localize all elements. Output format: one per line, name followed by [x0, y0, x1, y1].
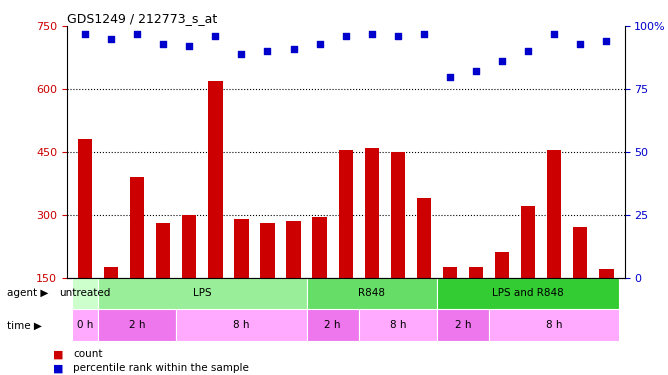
Text: 8 h: 8 h [233, 320, 250, 330]
Bar [437, 309, 489, 341]
Bar [182, 214, 196, 340]
Bar [98, 309, 176, 341]
Point [341, 33, 351, 39]
Bar [176, 309, 307, 341]
Point [419, 31, 430, 37]
Text: 8 h: 8 h [546, 320, 562, 330]
Text: agent ▶: agent ▶ [7, 288, 48, 298]
Text: LPS: LPS [193, 288, 212, 298]
Point [549, 31, 560, 37]
Bar [287, 221, 301, 340]
Bar [573, 227, 587, 340]
Point [523, 48, 534, 54]
Text: 2 h: 2 h [325, 320, 341, 330]
Point [106, 36, 116, 42]
Point [79, 31, 90, 37]
Text: percentile rank within the sample: percentile rank within the sample [73, 363, 249, 373]
Point [575, 41, 586, 47]
Bar [307, 309, 359, 341]
Text: untreated: untreated [59, 288, 111, 298]
Text: R848: R848 [358, 288, 385, 298]
Text: ■: ■ [53, 350, 64, 359]
Point [601, 38, 612, 44]
Bar [261, 223, 275, 340]
Bar [521, 206, 535, 340]
Text: 0 h: 0 h [77, 320, 94, 330]
Point [158, 41, 168, 47]
Point [497, 58, 508, 64]
Text: LPS and R848: LPS and R848 [492, 288, 564, 298]
Text: ■: ■ [53, 363, 64, 373]
Bar [72, 278, 98, 309]
Bar [156, 223, 170, 340]
Bar [599, 269, 613, 340]
Bar [307, 278, 437, 309]
Bar [130, 177, 144, 340]
Bar [78, 140, 92, 340]
Bar [437, 278, 619, 309]
Point [132, 31, 142, 37]
Bar [469, 267, 483, 340]
Point [393, 33, 403, 39]
Point [471, 69, 482, 75]
Bar [104, 267, 118, 340]
Text: 8 h: 8 h [389, 320, 406, 330]
Text: time ▶: time ▶ [7, 320, 41, 330]
Point [288, 46, 299, 52]
Bar [443, 267, 457, 340]
Point [184, 44, 194, 50]
Bar [391, 152, 405, 340]
Text: GDS1249 / 212773_s_at: GDS1249 / 212773_s_at [67, 12, 217, 25]
Bar [365, 148, 379, 340]
Bar [98, 278, 307, 309]
Bar [417, 198, 431, 340]
Bar [72, 309, 98, 341]
Bar [489, 309, 619, 341]
Point [445, 74, 456, 80]
Point [262, 48, 273, 54]
Bar [547, 150, 561, 340]
Text: count: count [73, 350, 103, 359]
Point [314, 41, 325, 47]
Point [210, 33, 220, 39]
Bar [313, 217, 327, 340]
Text: 2 h: 2 h [455, 320, 471, 330]
Text: 2 h: 2 h [129, 320, 146, 330]
Bar [234, 219, 248, 340]
Bar [495, 252, 509, 340]
Point [236, 51, 246, 57]
Bar [359, 309, 437, 341]
Bar [339, 150, 353, 340]
Bar [208, 81, 222, 340]
Point [367, 31, 377, 37]
